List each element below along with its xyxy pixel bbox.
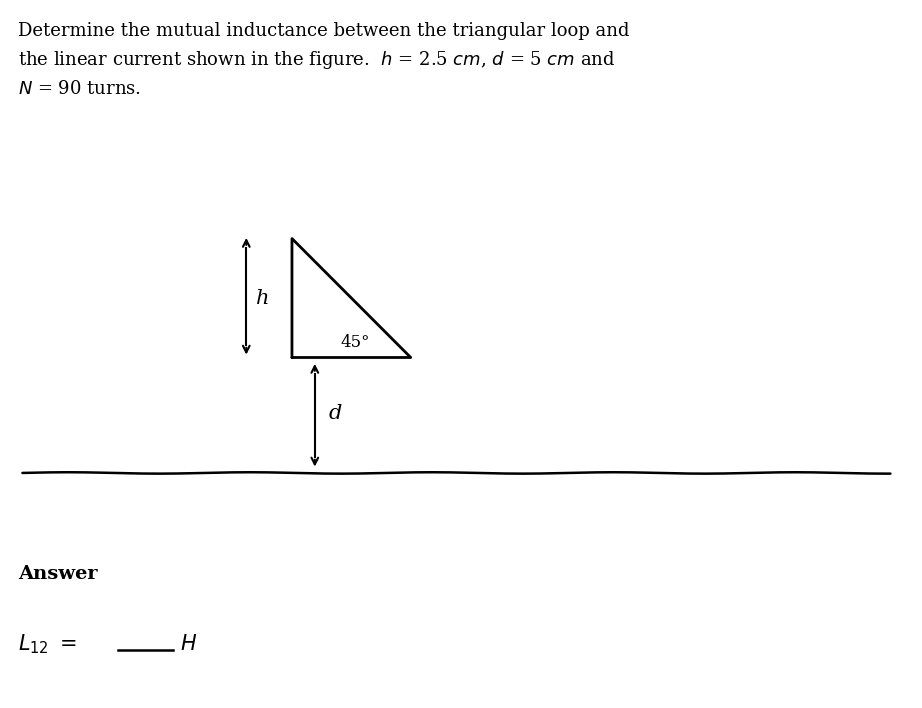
Text: Answer: Answer — [18, 566, 98, 583]
Text: d: d — [328, 404, 342, 423]
Text: Determine the mutual inductance between the triangular loop and
the linear curre: Determine the mutual inductance between … — [18, 22, 630, 98]
Text: $H$: $H$ — [180, 634, 196, 654]
Text: 45°: 45° — [340, 333, 370, 350]
Text: h: h — [256, 289, 269, 307]
Text: $L_{12}$ $=$: $L_{12}$ $=$ — [18, 632, 83, 656]
